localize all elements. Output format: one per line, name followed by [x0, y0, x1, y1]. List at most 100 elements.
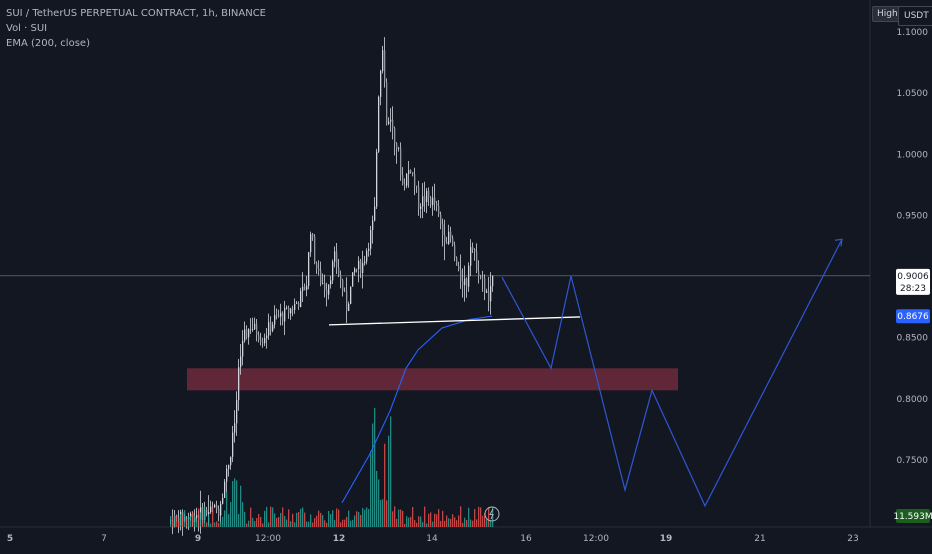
candle-body[interactable]	[424, 196, 426, 202]
candle-body[interactable]	[380, 71, 382, 97]
candle-body[interactable]	[336, 251, 338, 268]
demand-zone[interactable]	[187, 368, 678, 391]
symbol-title[interactable]: SUI / TetherUS PERPETUAL CONTRACT, 1h, B…	[6, 8, 267, 19]
candle-body[interactable]	[450, 231, 452, 239]
candle-body[interactable]	[262, 341, 264, 344]
candle-body[interactable]	[300, 290, 302, 308]
candle-body[interactable]	[340, 275, 342, 280]
candle-body[interactable]	[472, 247, 474, 250]
candle-body[interactable]	[362, 263, 364, 273]
candle-body[interactable]	[254, 323, 256, 330]
candle-body[interactable]	[258, 335, 260, 341]
candle-body[interactable]	[436, 203, 438, 206]
candle-body[interactable]	[468, 265, 470, 287]
candle-body[interactable]	[416, 186, 418, 188]
replay-icon[interactable]	[484, 506, 500, 522]
candle-body[interactable]	[228, 465, 230, 469]
candle-body[interactable]	[202, 507, 204, 520]
candle-body[interactable]	[372, 220, 374, 230]
candle-body[interactable]	[422, 196, 424, 207]
projection-path[interactable]	[501, 239, 843, 508]
candle-body[interactable]	[332, 261, 334, 281]
candle-body[interactable]	[454, 245, 456, 258]
candle-body[interactable]	[432, 197, 434, 206]
candle-body[interactable]	[274, 315, 276, 325]
candle-body[interactable]	[236, 400, 238, 424]
candle-body[interactable]	[466, 278, 468, 287]
candle-body[interactable]	[394, 128, 396, 144]
candle-body[interactable]	[298, 303, 300, 308]
candle-body[interactable]	[284, 308, 286, 322]
candle-body[interactable]	[482, 277, 484, 279]
candle-body[interactable]	[224, 481, 226, 498]
candle-body[interactable]	[478, 271, 480, 277]
candle-body[interactable]	[392, 119, 394, 129]
candle-body[interactable]	[304, 286, 306, 291]
candle-body[interactable]	[220, 503, 222, 516]
candle-body[interactable]	[178, 517, 180, 526]
candle-body[interactable]	[414, 174, 416, 187]
candle-body[interactable]	[222, 497, 224, 504]
candle-body[interactable]	[400, 148, 402, 176]
candle-body[interactable]	[260, 340, 262, 342]
candle-body[interactable]	[446, 242, 448, 244]
candle-body[interactable]	[488, 291, 490, 302]
volume-legend[interactable]: Vol · SUI	[6, 23, 48, 34]
candle-body[interactable]	[292, 308, 294, 310]
candle-body[interactable]	[278, 315, 280, 317]
candle-body[interactable]	[352, 272, 354, 287]
candle-body[interactable]	[294, 303, 296, 310]
candle-body[interactable]	[438, 205, 440, 215]
candle-body[interactable]	[480, 276, 482, 278]
ema-legend[interactable]: EMA (200, close)	[6, 38, 90, 49]
candle-body[interactable]	[398, 148, 400, 149]
candle-body[interactable]	[360, 260, 362, 273]
candle-body[interactable]	[396, 143, 398, 149]
candle-body[interactable]	[324, 283, 326, 290]
candle-body[interactable]	[420, 206, 422, 209]
candle-body[interactable]	[442, 224, 444, 236]
candle-body[interactable]	[306, 285, 308, 291]
candle-body[interactable]	[458, 265, 460, 270]
candle-body[interactable]	[286, 307, 288, 309]
candle-body[interactable]	[334, 251, 336, 262]
candle-body[interactable]	[232, 432, 234, 457]
candle-body[interactable]	[250, 328, 252, 330]
currency-button[interactable]: USDT	[898, 6, 932, 26]
candle-body[interactable]	[264, 337, 266, 344]
candle-body[interactable]	[272, 324, 274, 331]
candle-body[interactable]	[358, 260, 360, 270]
candle-body[interactable]	[248, 328, 250, 338]
candle-body[interactable]	[368, 248, 370, 251]
candle-body[interactable]	[356, 268, 358, 270]
candle-body[interactable]	[252, 329, 254, 330]
candle-body[interactable]	[238, 367, 240, 401]
candle-body[interactable]	[376, 151, 378, 207]
candle-body[interactable]	[412, 172, 414, 175]
candle-body[interactable]	[406, 173, 408, 186]
candle-body[interactable]	[342, 279, 344, 291]
candle-body[interactable]	[326, 289, 328, 295]
candle-body[interactable]	[430, 197, 432, 206]
candle-body[interactable]	[266, 335, 268, 338]
candle-body[interactable]	[282, 312, 284, 322]
candle-body[interactable]	[322, 283, 324, 285]
candle-body[interactable]	[448, 231, 450, 244]
candle-body[interactable]	[370, 229, 372, 249]
candle-body[interactable]	[378, 96, 380, 152]
candle-body[interactable]	[462, 281, 464, 286]
candle-body[interactable]	[308, 252, 310, 286]
candle-body[interactable]	[218, 508, 220, 516]
candle-body[interactable]	[240, 356, 242, 368]
candle-body[interactable]	[444, 235, 446, 243]
candle-body[interactable]	[312, 234, 314, 237]
candle-body[interactable]	[464, 278, 466, 286]
candle-body[interactable]	[310, 234, 312, 253]
candle-body[interactable]	[246, 329, 248, 338]
candle-body[interactable]	[330, 280, 332, 285]
support-line[interactable]	[328, 316, 581, 326]
candle-body[interactable]	[234, 423, 236, 433]
candle-body[interactable]	[390, 119, 392, 122]
candle-body[interactable]	[418, 187, 420, 209]
